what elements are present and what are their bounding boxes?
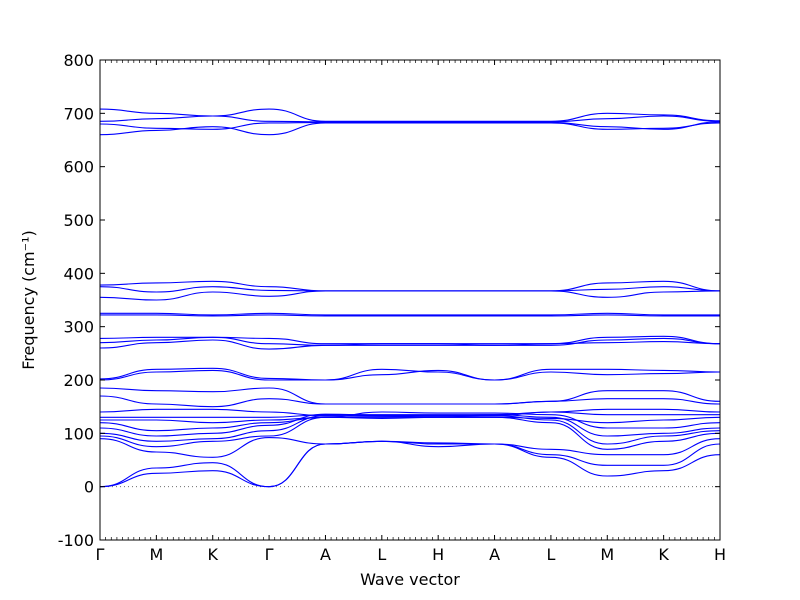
phonon-branch-12: [99, 387, 721, 405]
x-tick-label: K: [658, 545, 669, 564]
x-tick-label: A: [320, 545, 331, 564]
phonon-branch-19: [99, 312, 720, 316]
y-tick-label: 0: [84, 478, 94, 497]
x-axis-label: Wave vector: [360, 570, 460, 589]
y-axis-label: Frequency (cm⁻¹): [19, 230, 38, 369]
y-axis: -100 0 100 200 300 400 500 600 700 800: [58, 51, 720, 550]
x-tick-label: L: [546, 545, 555, 564]
phonon-branch-17: [99, 336, 721, 345]
x-tick-label: H: [714, 545, 726, 564]
phonon-branch-26: [99, 108, 721, 122]
x-tick-label: H: [432, 545, 444, 564]
phonon-branch-5: [99, 415, 721, 445]
y-tick-label: 300: [63, 318, 94, 337]
phonon-branch-8: [99, 416, 721, 424]
phonon-branch-14: [99, 367, 721, 381]
x-tick-label: M: [600, 545, 614, 564]
phonon-branch-7: [99, 411, 721, 432]
y-tick-label: 500: [63, 211, 94, 230]
y-tick-label: 200: [63, 371, 94, 390]
phonon-branch-15: [99, 337, 721, 350]
x-tick-label: A: [489, 545, 500, 564]
y-tick-label: 600: [63, 158, 94, 177]
plot-area: [99, 108, 721, 488]
phonon-branch-10: [99, 408, 721, 417]
x-tick-label: Γ: [96, 545, 105, 564]
y-tick-label: 100: [63, 424, 94, 443]
y-tick-label: -100: [58, 531, 94, 550]
x-tick-label: M: [149, 545, 163, 564]
x-tick-label: K: [207, 545, 218, 564]
phonon-branch-9: [100, 411, 720, 418]
y-tick-label: 800: [63, 51, 94, 70]
y-tick-label: 400: [63, 264, 94, 283]
y-tick-label: 700: [63, 104, 94, 123]
x-tick-label: Γ: [265, 545, 274, 564]
phonon-branch-3: [99, 437, 721, 458]
plot-frame: [99, 59, 721, 541]
x-tick-label: L: [377, 545, 386, 564]
phonon-branch-22: [99, 280, 721, 292]
phonon-branch-13: [99, 368, 721, 381]
phonon-branch-18: [99, 314, 720, 317]
phonon-branch-1: [99, 440, 721, 488]
